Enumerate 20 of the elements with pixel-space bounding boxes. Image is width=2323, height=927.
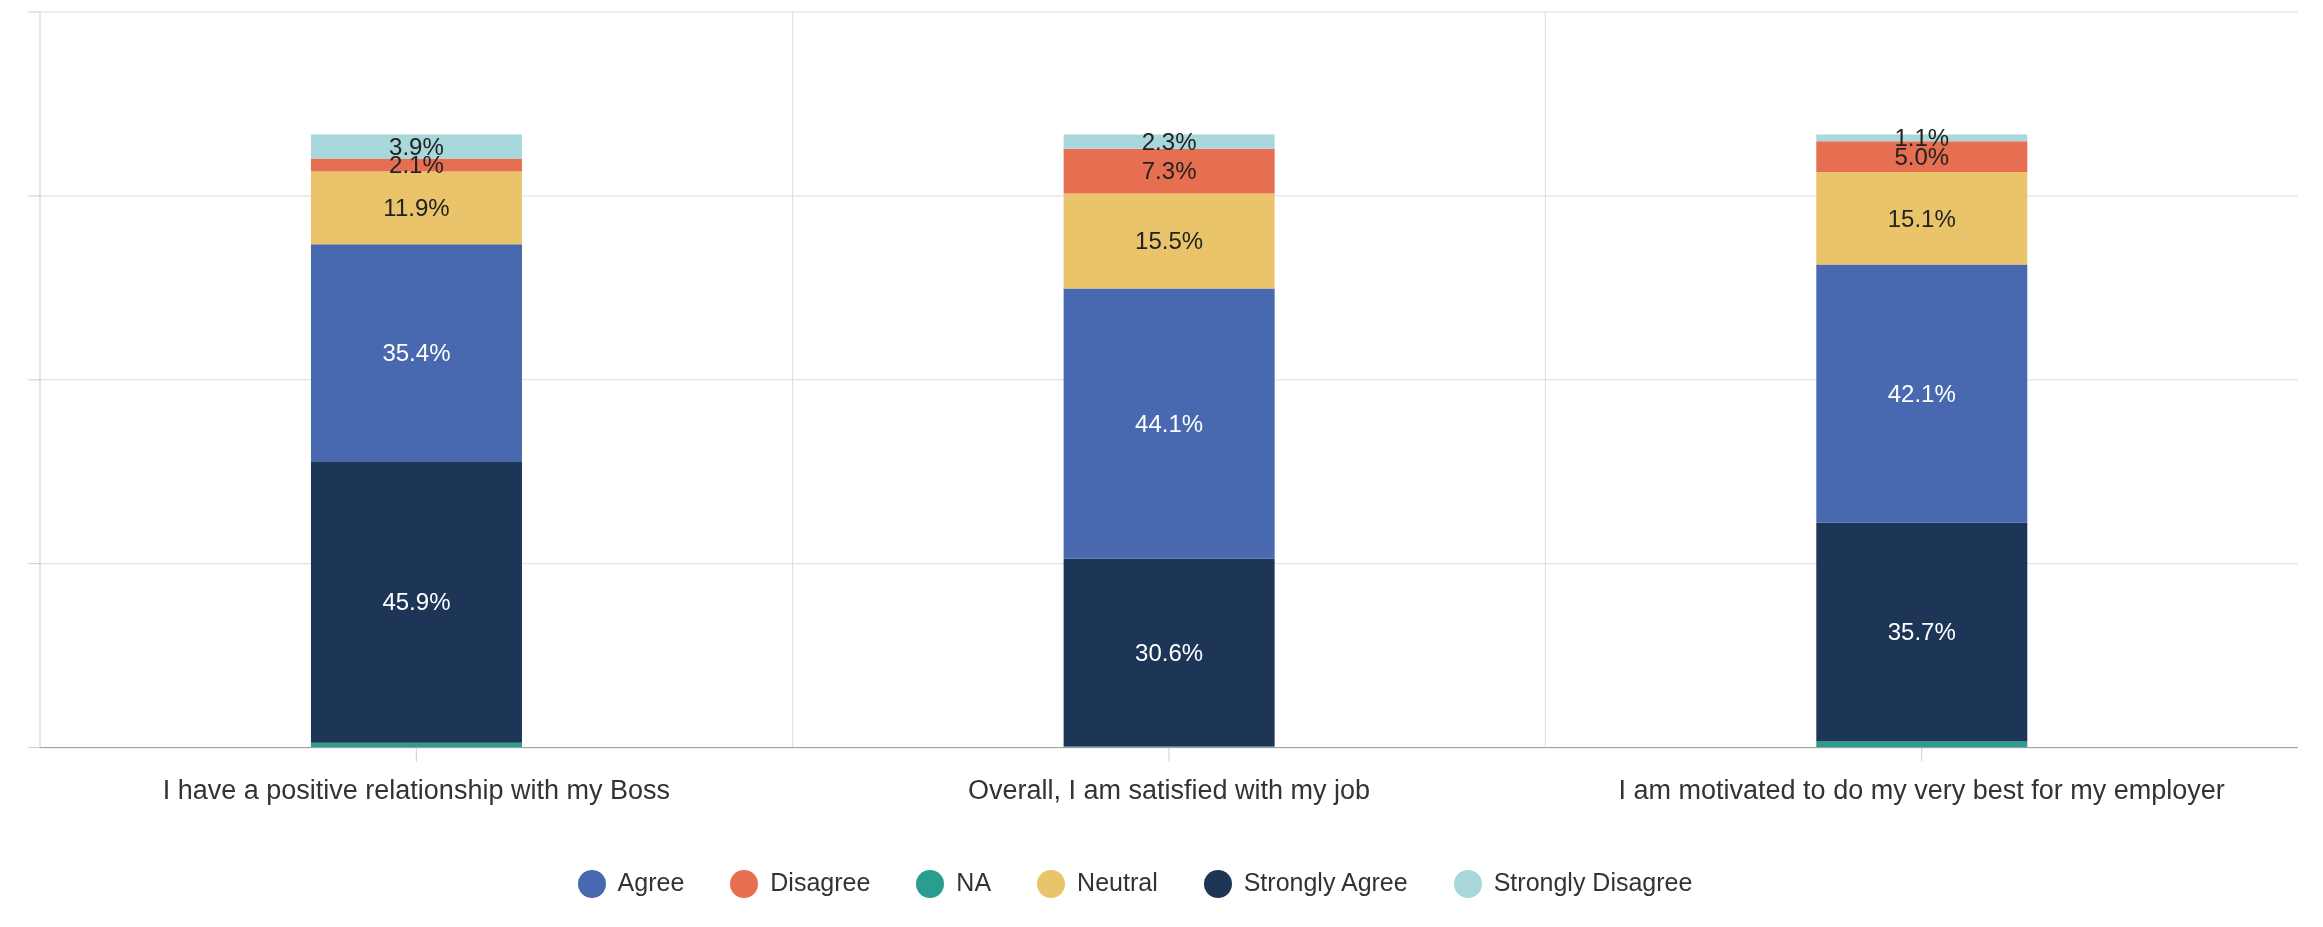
data-label: 7.3% (1141, 157, 1197, 185)
legend-label: Disagree (770, 867, 871, 896)
data-label: 35.7% (1887, 618, 1956, 646)
data-label: 45.9% (382, 588, 451, 616)
data-label: 35.4% (382, 339, 451, 367)
data-label: 15.1% (1887, 204, 1956, 232)
legend-label: NA (956, 867, 992, 896)
x-tick-label: I am motivated to do my very best for my employer (1618, 774, 2225, 805)
x-tick-label: Overall, I am satisfied with my job (967, 774, 1371, 805)
legend-label: Strongly Agree (1243, 867, 1408, 896)
legend-label: Agree (617, 867, 685, 896)
legend-label: Neutral (1077, 867, 1158, 896)
data-label: 42.1% (1887, 380, 1956, 407)
data-label: 44.1% (1135, 410, 1204, 438)
data-label: 30.6% (1135, 638, 1204, 666)
legend-label: Strongly Disagree (1493, 867, 1693, 896)
data-label: 2.3% (1141, 128, 1197, 156)
x-tick-label: I have a positive relationship with my Boss (162, 774, 670, 805)
data-label: 11.9% (383, 194, 450, 222)
data-label: 15.5% (1135, 227, 1204, 255)
